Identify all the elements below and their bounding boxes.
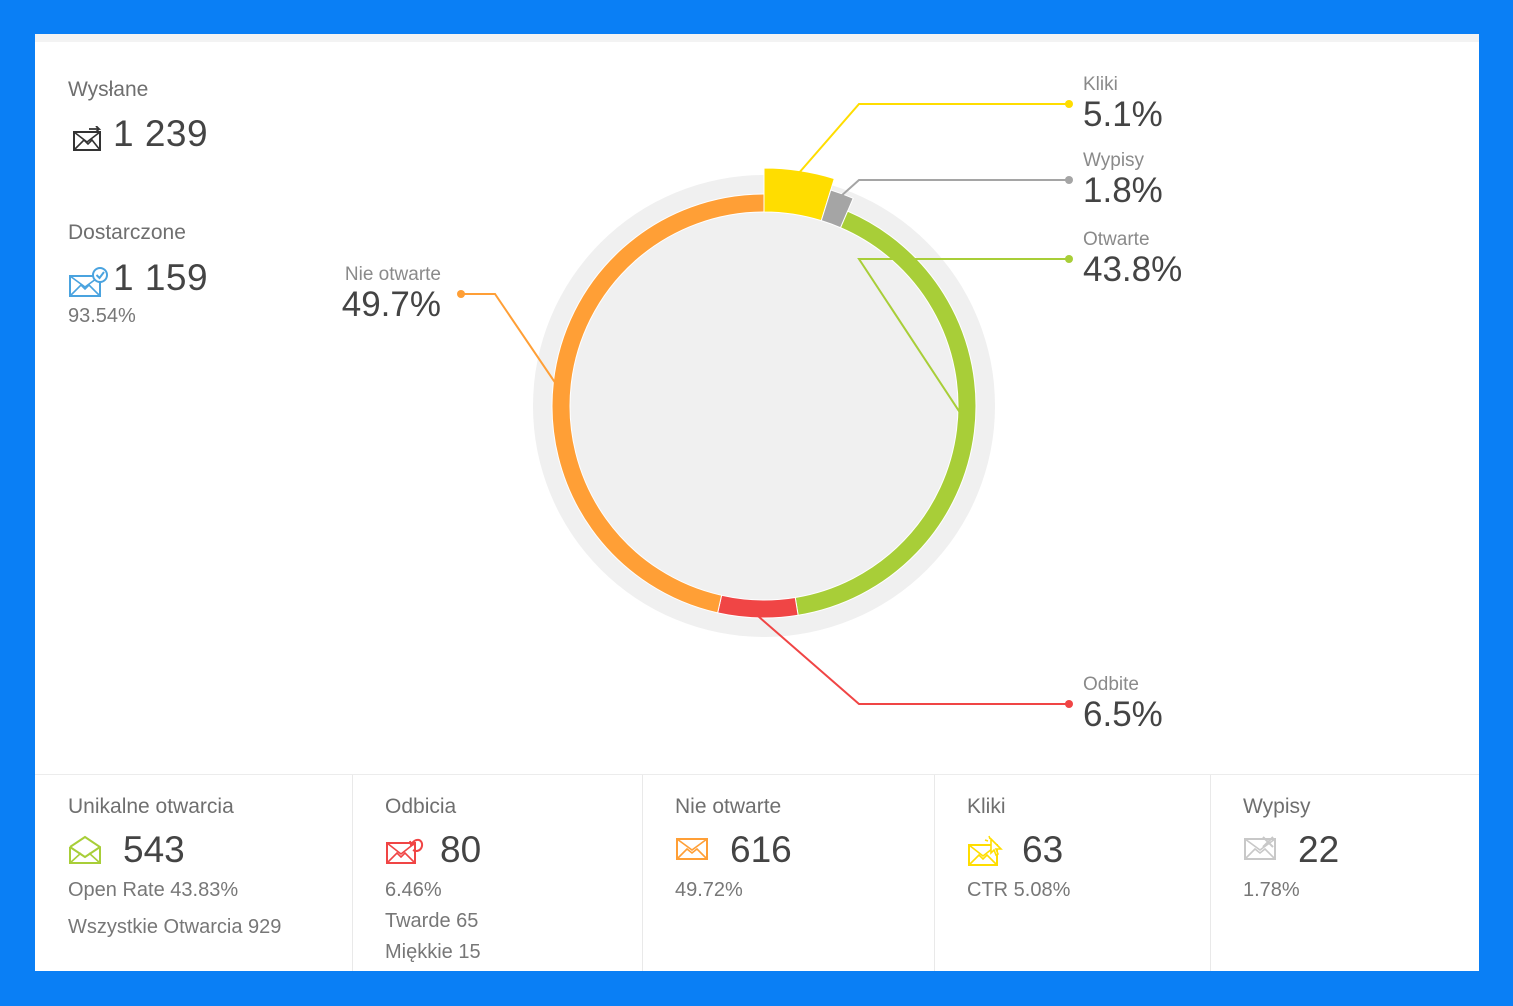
card-label: Kliki [967, 795, 1006, 818]
stats-panel: Wysłane 1 239 Dostarczone 1 159 93.54% K… [35, 34, 1479, 971]
card-sub-line: 1.78% [1243, 879, 1300, 901]
open-envelope-icon [68, 835, 102, 870]
card-nie-otwarte: Nie otwarte 616 49.72% [642, 775, 935, 971]
card-kliki: Kliki 63 CTR 5.08% [934, 775, 1211, 971]
callout-value-otwarte: 43.8% [1083, 250, 1182, 289]
card-odbicia: Odbicia 80 6.46% Twarde 65 Miękkie 15 [352, 775, 643, 971]
callout-label-kliki: Kliki [1083, 74, 1118, 95]
card-value: 543 [123, 829, 185, 870]
card-label: Wypisy [1243, 795, 1311, 818]
callout-line-otwarte [857, 258, 1069, 433]
chart-slices [551, 167, 977, 619]
callout-value-nie-otwarte: 49.7% [342, 285, 441, 324]
card-sub-line: Wszystkie Otwarcia 929 [68, 916, 282, 938]
callout-value-wypisy: 1.8% [1083, 171, 1163, 210]
card-sub-line: 6.46% [385, 879, 442, 901]
callout-line-wypisy [840, 179, 1069, 197]
delivered-percent: 93.54% [68, 305, 136, 327]
callout-dot-nie-otwarte [457, 290, 465, 298]
card-sub-line: CTR 5.08% [967, 879, 1071, 901]
card-sub-line: 49.72% [675, 879, 743, 901]
callout-dot-otwarte [1065, 255, 1073, 263]
callout-line-kliki [798, 103, 1069, 174]
card-label: Unikalne otwarcia [68, 795, 234, 818]
callout-label-wypisy: Wypisy [1083, 150, 1145, 171]
callout-value-kliki: 5.1% [1083, 95, 1163, 134]
bounce-envelope-icon [385, 835, 425, 870]
closed-envelope-icon [675, 835, 709, 866]
card-value: 80 [440, 829, 482, 870]
delivered-value: 1 159 [113, 257, 209, 298]
callout-dot-wypisy [1065, 176, 1073, 184]
card-label: Odbicia [385, 795, 457, 818]
callout-dot-kliki [1065, 100, 1073, 108]
card-value: 22 [1298, 829, 1340, 870]
callout-line-odbite [757, 615, 1069, 705]
click-envelope-icon [967, 835, 1007, 872]
callout-value-odbite: 6.5% [1083, 695, 1163, 734]
delivered-envelope-icon [69, 267, 108, 297]
summary-cards: Unikalne otwarcia 543 Open Rate 43.83% Wszy… [35, 774, 1479, 971]
card-value: 63 [1022, 829, 1064, 870]
chart-background-disc [533, 175, 995, 637]
card-sub-line: Miękkie 15 [385, 941, 481, 963]
callout-label-odbite: Odbite [1083, 674, 1139, 695]
unsubscribe-envelope-icon [1243, 835, 1277, 866]
sent-label: Wysłane [68, 78, 149, 101]
card-sub-line: Twarde 65 [385, 910, 479, 932]
card-unikalne-otwarcia: Unikalne otwarcia 543 Open Rate 43.83% Wszy… [35, 775, 353, 971]
sent-value: 1 239 [113, 113, 209, 154]
panel-top-border [35, 34, 1479, 42]
slice-nie-otwarte[interactable] [551, 193, 765, 614]
callout-label-otwarte: Otwarte [1083, 229, 1150, 250]
card-wypisy: Wypisy 22 1.78% [1210, 775, 1479, 971]
sent-envelope-icon [73, 126, 102, 151]
card-value: 616 [730, 829, 792, 870]
delivered-label: Dostarczone [68, 221, 186, 244]
card-label: Nie otwarte [675, 795, 782, 818]
card-sub-line: Open Rate 43.83% [68, 879, 239, 901]
callout-dot-odbite [1065, 700, 1073, 708]
callout-label-nie-otwarte: Nie otwarte [345, 264, 441, 285]
callout-line-nie-otwarte [461, 293, 557, 384]
